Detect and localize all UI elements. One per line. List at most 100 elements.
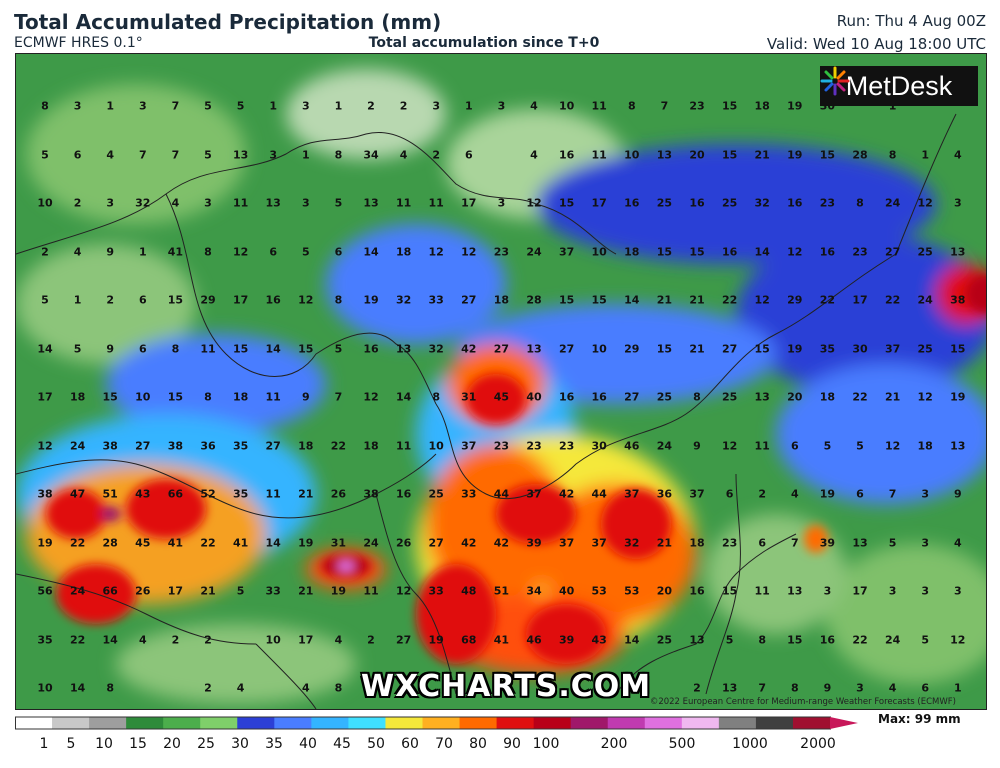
- grid-value: 21: [884, 390, 901, 404]
- logo-text: MetDesk: [845, 70, 953, 101]
- grid-value: 8: [334, 681, 343, 695]
- grid-value: 2: [73, 196, 82, 210]
- grid-value: 32: [754, 196, 770, 210]
- grid-value: 17: [852, 293, 868, 307]
- colorbar-segment: [163, 717, 201, 729]
- grid-value: 12: [363, 390, 379, 404]
- precipitation-map[interactable]: 8 3 1 3 7 5 5 1 3 1 2 2 3 1 3 4 10 11 8 7 23 15 18 19 30 1 5 6 4 7 7 5 1…: [15, 53, 987, 710]
- grid-value: 9: [106, 245, 115, 258]
- grid-value: 66: [167, 487, 184, 501]
- grid-value: 1: [301, 148, 310, 161]
- grid-value: 15: [721, 99, 738, 113]
- colorbar-segment: [422, 717, 461, 729]
- grid-value: 24: [69, 439, 86, 452]
- grid-value: 34: [526, 584, 542, 598]
- grid-value: 5: [823, 439, 832, 452]
- grid-value: 22: [852, 390, 868, 404]
- grid-value: 37: [591, 536, 607, 549]
- grid-value: 4: [953, 148, 962, 161]
- grid-value: 40: [526, 390, 542, 404]
- grid-value: 28: [852, 148, 868, 161]
- grid-value: 5: [236, 584, 245, 598]
- colorbar-segment: [15, 717, 53, 729]
- grid-value: 15: [950, 342, 966, 355]
- grid-value: 19: [787, 342, 803, 355]
- grid-value: 8: [334, 148, 343, 161]
- grid-value: 15: [656, 245, 673, 258]
- grid-value: 27: [461, 293, 477, 307]
- colorbar-tick-label: 5: [66, 736, 76, 752]
- grid-value: 10: [37, 196, 53, 210]
- grid-value: 22: [721, 293, 738, 307]
- grid-value: 9: [301, 390, 310, 404]
- grid-value: 33: [428, 584, 444, 598]
- grid-value: 14: [265, 536, 281, 549]
- grid-value: 3: [921, 584, 930, 598]
- grid-value: 29: [200, 293, 216, 307]
- grid-value: 2: [758, 487, 767, 501]
- grid-value: 18: [395, 245, 412, 258]
- grid-value: 13: [689, 633, 705, 646]
- grid-value: 42: [558, 487, 575, 501]
- grid-value: 11: [363, 584, 379, 598]
- grid-value: 47: [69, 487, 86, 501]
- grid-value: 3: [953, 196, 962, 210]
- grid-value: 16: [395, 487, 412, 501]
- grid-value: 7: [660, 99, 669, 113]
- grid-value: 4: [334, 633, 343, 646]
- grid-value: 6: [790, 439, 799, 452]
- grid-value: 13: [852, 536, 868, 549]
- grid-value: 15: [656, 342, 673, 355]
- grid-value: 3: [921, 487, 930, 501]
- grid-value: 7: [888, 487, 897, 501]
- grid-value: 3: [204, 196, 212, 210]
- grid-value: 22: [819, 293, 836, 307]
- grid-value: 27: [624, 390, 640, 404]
- grid-value: 26: [395, 536, 412, 549]
- grid-value: 5: [301, 245, 310, 258]
- wxcharts-watermark: WXCHARTS.COM: [361, 669, 652, 704]
- grid-value: 37: [558, 536, 575, 549]
- colorbar-segment: [89, 717, 127, 729]
- grid-value: 28: [102, 536, 118, 549]
- grid-value: 27: [395, 633, 412, 646]
- grid-value: 5: [888, 536, 897, 549]
- grid-value: 1: [106, 99, 115, 113]
- map-canvas: [16, 54, 986, 709]
- colorbar-tick-label: 1000: [732, 736, 768, 752]
- grid-value: 17: [591, 196, 607, 210]
- grid-value: 10: [591, 245, 607, 258]
- grid-value: 7: [790, 536, 799, 549]
- grid-value: 26: [135, 584, 151, 598]
- grid-value: 3: [432, 99, 441, 113]
- grid-value: 8: [888, 148, 897, 161]
- grid-value: 8: [790, 681, 799, 695]
- grid-value: 5: [204, 148, 212, 161]
- grid-value: 12: [395, 584, 412, 598]
- grid-value: 38: [167, 439, 184, 452]
- grid-value: 5: [334, 196, 343, 210]
- grid-value: 2: [41, 245, 49, 258]
- colorbar-segment: [459, 717, 498, 729]
- grid-value: 25: [721, 390, 738, 404]
- grid-value: 7: [758, 681, 767, 695]
- grid-value: 11: [428, 196, 444, 210]
- grid-value: 11: [591, 148, 607, 161]
- grid-value: 15: [754, 342, 770, 355]
- colorbar-segment: [237, 717, 275, 729]
- grid-value: 25: [656, 390, 673, 404]
- grid-value: 5: [73, 342, 82, 355]
- grid-value: 8: [856, 196, 864, 210]
- colorbar-extend-arrow: [830, 717, 858, 729]
- grid-value: 6: [334, 245, 343, 258]
- grid-value: 1: [464, 99, 473, 113]
- colorbar-tick-label: 70: [435, 736, 453, 752]
- grid-value: 8: [171, 342, 180, 355]
- colorbar-segment: [274, 717, 312, 729]
- colorbar-segment: [570, 717, 609, 729]
- grid-value: 5: [725, 633, 734, 646]
- colorbar-tick-label: 45: [333, 736, 351, 752]
- grid-value: 14: [624, 293, 640, 307]
- grid-value: 16: [819, 245, 836, 258]
- grid-value: 1: [953, 681, 962, 695]
